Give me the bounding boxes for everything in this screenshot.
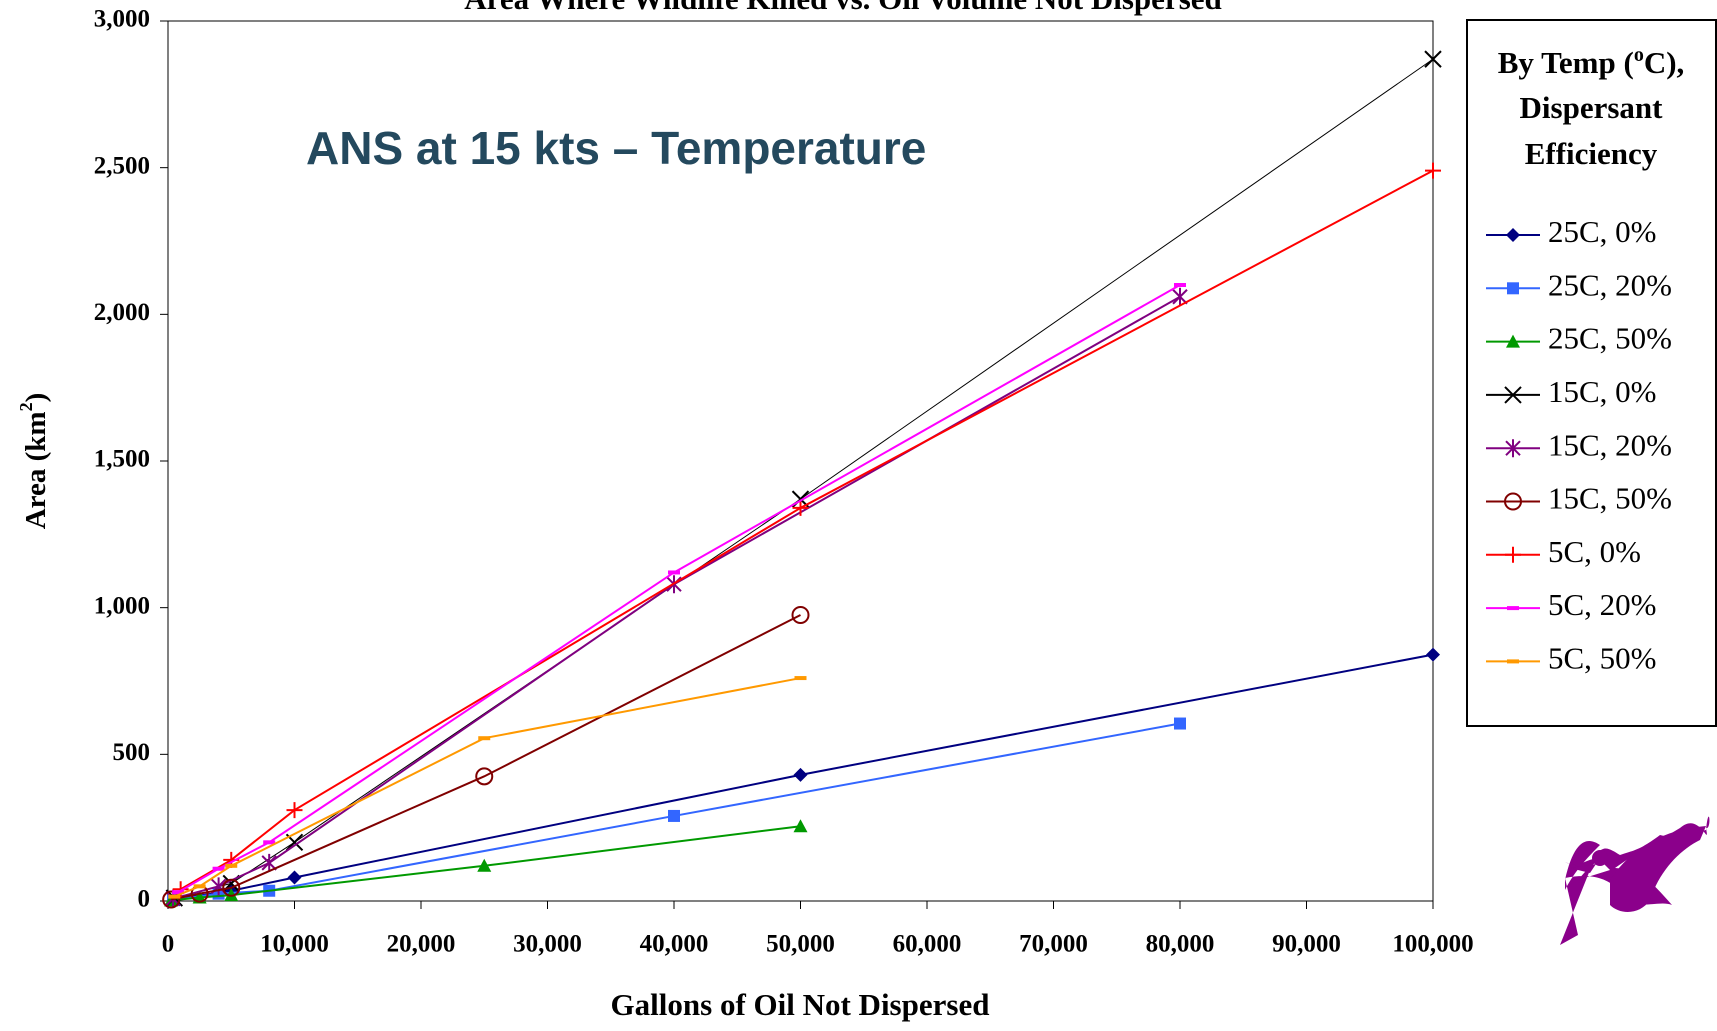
x-tick-label: 0 (162, 931, 175, 958)
chart: Area Where Wildlife Killed vs. Oil Volum… (0, 0, 1717, 1031)
legend-label: 15C, 0% (1548, 374, 1657, 409)
marker (478, 736, 490, 740)
chart-title: Area Where Wildlife Killed vs. Oil Volum… (464, 0, 1222, 16)
legend-label: 25C, 0% (1548, 214, 1657, 249)
y-tick-label: 1,500 (94, 446, 150, 473)
series-line (181, 171, 1433, 890)
x-tick-label: 10,000 (260, 931, 329, 958)
legend-label: 5C, 20% (1548, 587, 1657, 622)
marker (1174, 718, 1186, 730)
y-label-text: ) (20, 393, 52, 403)
y-tick-label: 0 (138, 886, 151, 913)
x-tick-label: 20,000 (387, 931, 456, 958)
y-tick-label: 1,000 (94, 592, 150, 619)
marker (794, 768, 808, 782)
duck-logo (1560, 817, 1709, 945)
marker (1174, 283, 1186, 287)
x-tick-label: 40,000 (640, 931, 709, 958)
y-label-text: Area (km (20, 411, 52, 529)
legend-label: 15C, 50% (1548, 481, 1672, 516)
x-tick-label: 50,000 (766, 931, 835, 958)
legend-label: 25C, 20% (1548, 267, 1672, 302)
x-tick-label: 90,000 (1272, 931, 1341, 958)
x-tick-label: 30,000 (513, 931, 582, 958)
legend-label: 5C, 50% (1548, 641, 1657, 676)
legend-title-sup: o (1634, 44, 1644, 66)
legend-label: 15C, 20% (1548, 427, 1672, 462)
marker (288, 871, 302, 885)
series-line (171, 615, 800, 900)
legend-marker (1507, 606, 1519, 610)
marker (225, 864, 237, 868)
legend-marker (1507, 282, 1519, 294)
legend-title: Efficiency (1525, 136, 1658, 171)
marker (668, 570, 680, 574)
x-tick-label: 70,000 (1019, 931, 1088, 958)
marker (794, 819, 808, 832)
marker (1426, 648, 1440, 662)
marker (668, 810, 680, 822)
y-label-sup: 2 (16, 402, 36, 411)
y-axis-label: Area (km2) (16, 393, 52, 530)
x-tick-label: 60,000 (893, 931, 962, 958)
annotation: ANS at 15 kts – Temperature (306, 122, 926, 174)
legend-title: By Temp (oC), (1498, 44, 1685, 81)
legend-label: 5C, 0% (1548, 534, 1641, 569)
y-tick-label: 3,000 (94, 6, 150, 33)
x-tick-label: 80,000 (1146, 931, 1215, 958)
marker (795, 676, 807, 680)
x-axis-label: Gallons of Oil Not Dispersed (611, 987, 990, 1022)
legend-title-text: C), (1644, 45, 1684, 80)
y-tick-label: 500 (113, 739, 151, 766)
legend-title-text: By Temp ( (1498, 45, 1634, 80)
legend-title: Dispersant (1520, 90, 1664, 125)
marker (168, 895, 180, 899)
legend-label: 25C, 50% (1548, 321, 1672, 356)
y-tick-label: 2,500 (94, 152, 150, 179)
legend-marker (1507, 659, 1519, 663)
marker (194, 884, 206, 888)
y-tick-label: 2,000 (94, 299, 150, 326)
x-tick-label: 100,000 (1392, 931, 1473, 958)
marker (1425, 163, 1441, 179)
